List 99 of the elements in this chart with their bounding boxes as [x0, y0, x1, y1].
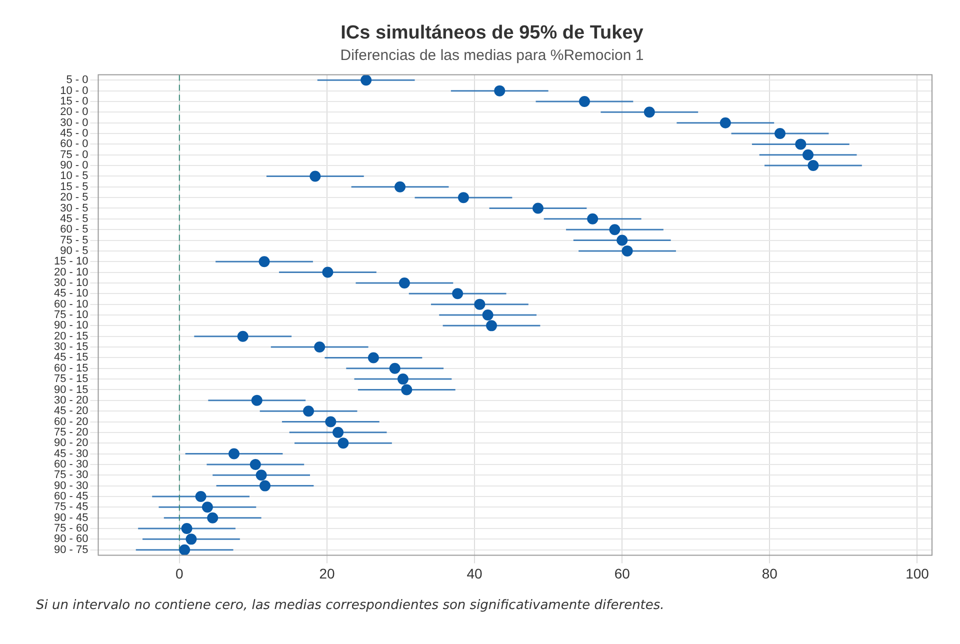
x-tick-label: 80 — [762, 565, 778, 582]
y-tick-label: 30 - 20 — [54, 394, 88, 406]
y-tick-label: 90 - 20 — [54, 437, 88, 450]
point — [587, 213, 598, 224]
x-tick-label: 40 — [466, 565, 483, 582]
y-tick-label: 60 - 30 — [54, 458, 88, 470]
y-tick-label: 15 - 0 — [60, 96, 88, 108]
y-tick-label: 30 - 5 — [60, 202, 88, 214]
y-tick-label: 60 - 20 — [54, 416, 88, 428]
y-tick-label: 30 - 10 — [54, 277, 88, 290]
point — [474, 298, 486, 310]
y-tick-label: 90 - 60 — [54, 533, 88, 546]
y-tick-label: 60 - 10 — [54, 298, 88, 310]
point — [332, 426, 344, 438]
point — [397, 374, 408, 385]
y-tick-label: 20 - 15 — [54, 330, 88, 342]
y-tick-label: 10 - 0 — [60, 84, 88, 97]
y-tick-label: 20 - 10 — [54, 266, 88, 278]
y-tick-label: 20 - 5 — [60, 192, 88, 204]
y-tick-label: 45 - 10 — [54, 288, 88, 300]
y-tick-label: 5 - 0 — [66, 74, 88, 86]
point — [251, 394, 262, 406]
point — [325, 416, 336, 428]
point — [207, 512, 218, 524]
x-tick-label: 0 — [176, 565, 184, 582]
y-tick-label: 75 - 0 — [60, 148, 88, 161]
point — [401, 384, 412, 396]
point — [802, 149, 814, 160]
y-tick-label: 60 - 15 — [54, 362, 88, 374]
y-tick-label: 15 - 10 — [54, 256, 88, 268]
y-tick-label: 45 - 30 — [54, 448, 88, 460]
point — [494, 85, 506, 96]
y-tick-label: 75 - 30 — [54, 469, 88, 482]
point — [179, 544, 190, 556]
y-tick-label: 75 - 15 — [54, 373, 88, 386]
y-tick-label: 30 - 0 — [60, 116, 88, 129]
point — [186, 534, 197, 545]
point — [458, 192, 469, 204]
point — [389, 362, 400, 374]
point — [256, 470, 267, 481]
y-tick-label: 10 - 5 — [60, 170, 88, 182]
text: Si un intervalo no contiene cero, las medias correspondientes son significativamente diferentes. — [36, 597, 666, 615]
point — [795, 138, 806, 150]
point — [258, 256, 270, 268]
x-tick-label: 60 — [614, 565, 630, 582]
y-tick-label: 90 - 45 — [54, 512, 88, 524]
y-tick-label: 90 - 75 — [54, 544, 88, 556]
x-tick-label: 20 — [319, 565, 335, 582]
y-tick-label: 75 - 20 — [54, 426, 88, 438]
point — [250, 458, 261, 470]
point — [486, 320, 498, 332]
y-tick-label: 60 - 0 — [60, 138, 88, 150]
point — [368, 352, 379, 364]
point — [532, 202, 544, 214]
point — [616, 234, 628, 246]
y-tick-label: 75 - 5 — [60, 234, 88, 246]
y-tick-label: 30 - 15 — [54, 341, 88, 354]
y-tick-label: 90 - 0 — [60, 160, 88, 172]
chart-subtitle: Diferencias de las medias para %Remocion 1 — [340, 46, 644, 64]
y-tick-label: 90 - 10 — [54, 320, 88, 332]
point — [398, 277, 410, 288]
y-tick-label: 15 - 5 — [60, 180, 88, 193]
y-tick-label: 60 - 5 — [60, 224, 88, 236]
point — [578, 96, 590, 107]
y-tick-label: 75 - 45 — [54, 501, 88, 514]
y-tick-label: 90 - 30 — [54, 480, 88, 492]
y-tick-label: 20 - 0 — [60, 106, 88, 118]
y-tick-label: 45 - 5 — [60, 212, 88, 225]
point — [195, 490, 206, 502]
point — [452, 288, 464, 300]
point — [394, 181, 406, 192]
y-tick-label: 45 - 0 — [60, 128, 88, 140]
point — [622, 245, 633, 256]
point — [259, 480, 270, 492]
x-tick-label: 100 — [906, 565, 930, 582]
chart-title: ICs simultáneos de 95% de Tukey — [340, 22, 644, 44]
point — [228, 448, 240, 460]
point — [774, 128, 786, 140]
point — [609, 224, 620, 236]
point — [237, 330, 248, 342]
point — [314, 342, 326, 353]
y-tick-label: 75 - 60 — [54, 522, 88, 535]
point — [808, 160, 819, 172]
point — [181, 523, 192, 534]
point — [338, 438, 349, 449]
point — [310, 170, 321, 182]
y-tick-label: 45 - 20 — [54, 405, 88, 418]
y-tick-label: 90 - 15 — [54, 384, 88, 396]
y-tick-label: 45 - 15 — [54, 352, 88, 364]
point — [360, 74, 372, 86]
y-tick-label: 60 - 45 — [54, 490, 88, 503]
point — [303, 406, 314, 417]
point — [482, 310, 494, 320]
y-tick-label: 90 - 5 — [60, 244, 88, 257]
point — [720, 117, 731, 128]
point — [322, 266, 334, 278]
point — [644, 106, 655, 118]
point — [202, 502, 213, 513]
y-tick-label: 75 - 10 — [54, 309, 88, 322]
